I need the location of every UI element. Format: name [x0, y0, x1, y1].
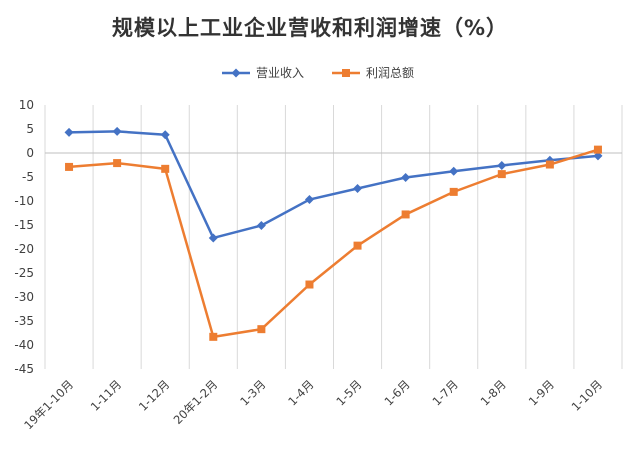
y-tick-label: -35 — [14, 314, 34, 328]
series-layer — [64, 126, 603, 341]
data-point — [449, 166, 459, 176]
y-tick-label: 10 — [19, 98, 34, 112]
data-point — [112, 126, 122, 136]
data-point — [209, 332, 218, 341]
data-point — [160, 130, 170, 140]
series-2 — [65, 145, 602, 341]
x-tick-label: 1-4月 — [285, 377, 316, 408]
x-tick-label: 1-7月 — [430, 377, 461, 408]
data-point — [113, 159, 122, 168]
data-point — [65, 162, 74, 171]
legend-item: 利润总额 — [332, 66, 414, 80]
y-tick-label: -10 — [14, 194, 34, 208]
legend-item: 营业收入 — [222, 66, 304, 80]
chart-title: 规模以上工业企业营收和利润增速（%） — [112, 16, 508, 40]
data-point — [401, 210, 410, 219]
y-tick-label: -15 — [14, 218, 34, 232]
series-line — [68, 148, 599, 339]
data-point — [208, 233, 218, 243]
series-1 — [64, 126, 603, 243]
x-tick-label: 1-5月 — [333, 377, 364, 408]
x-tick-label: 20年1-2月 — [171, 377, 221, 427]
data-point — [401, 172, 411, 182]
y-axis: 10 5 0 -5 -10 -15 -20 -25 -30 -35 -40 -45 — [14, 98, 34, 376]
data-point — [353, 241, 362, 250]
y-tick-label: -20 — [14, 242, 34, 256]
x-tick-label: 1-10月 — [569, 377, 605, 413]
x-tick-label: 1-3月 — [237, 377, 268, 408]
data-point — [593, 145, 602, 154]
y-tick-label: -30 — [14, 290, 34, 304]
data-point — [305, 280, 314, 289]
data-point — [497, 160, 507, 170]
legend: 营业收入 利润总额 — [222, 66, 414, 80]
x-tick-label: 1-9月 — [526, 377, 557, 408]
x-tick-label: 19年1-10月 — [21, 377, 76, 432]
data-point — [256, 220, 266, 230]
data-point — [497, 170, 506, 179]
y-tick-label: 5 — [26, 122, 34, 136]
data-point — [64, 127, 74, 137]
data-point — [545, 160, 554, 169]
y-tick-label: -45 — [14, 362, 34, 376]
x-tick-label: 1-12月 — [136, 377, 172, 413]
grid — [44, 105, 623, 369]
x-tick-label: 1-8月 — [478, 377, 509, 408]
data-point — [257, 325, 266, 334]
legend-label: 利润总额 — [366, 66, 414, 80]
legend-marker — [342, 69, 350, 77]
x-tick-label: 1-11月 — [88, 377, 124, 413]
legend-marker — [231, 68, 241, 78]
y-tick-label: -25 — [14, 266, 34, 280]
series-line — [69, 130, 599, 240]
y-tick-label: -5 — [22, 170, 34, 184]
data-point — [304, 195, 314, 205]
data-point — [449, 187, 458, 196]
y-tick-label: 0 — [26, 146, 34, 160]
legend-label: 营业收入 — [256, 66, 304, 80]
data-point — [161, 164, 170, 173]
data-point — [353, 184, 363, 194]
x-tick-label: 1-6月 — [381, 377, 412, 408]
y-tick-label: -40 — [14, 338, 34, 352]
